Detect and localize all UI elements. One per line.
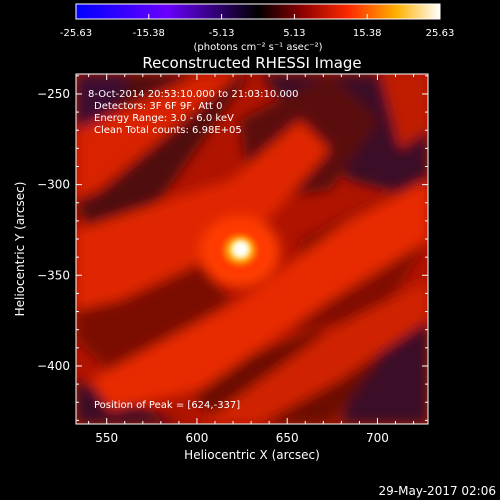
info-line: 8-Oct-2014 20:53:10.000 to 21:03:10.000	[88, 89, 299, 100]
x-tick-label: 550	[95, 431, 118, 445]
colorbar-tick-label: 15.38	[353, 28, 382, 39]
observation-info: 8-Oct-2014 20:53:10.000 to 21:03:10.000D…	[88, 89, 299, 136]
y-axis-ticks: −250 −300 −350 −400	[37, 75, 428, 421]
heatmap-image	[76, 74, 428, 424]
x-axis-ticks: 550 600 650 700	[88, 74, 415, 445]
info-line: Energy Range: 3.0 - 6.0 keV	[94, 113, 234, 124]
y-tick-label: −300	[37, 178, 70, 192]
colorbar-tick-label: -15.38	[133, 28, 165, 39]
chart-title: Reconstructed RHESSI Image	[142, 54, 361, 72]
colorbar-tick-label: -25.63	[60, 28, 92, 39]
colorbar-unit-label: (photons cm⁻² s⁻¹ asec⁻²)	[193, 42, 322, 53]
colorbar-tick-label: 25.63	[426, 28, 455, 39]
y-tick-label: −400	[37, 359, 70, 373]
date-stamp: 29-May-2017 02:06	[379, 484, 496, 498]
colorbar-tick-label: 5.13	[283, 28, 305, 39]
y-tick-label: −350	[37, 268, 70, 282]
info-line: Clean Total counts: 6.98E+05	[94, 125, 242, 136]
x-tick-label: 700	[366, 431, 389, 445]
colorbar-gradient	[75, 3, 441, 20]
y-tick-label: −250	[37, 87, 70, 101]
y-axis-label: Heliocentric Y (arcsec)	[13, 182, 27, 317]
x-tick-label: 650	[276, 431, 299, 445]
peak-position-label: Position of Peak = [624,-337]	[94, 400, 240, 411]
colorbar-tick-label: -5.13	[209, 28, 235, 39]
colorbar: -25.63 -15.38 -5.13 5.13 15.38 25.63 (photons…	[60, 3, 454, 53]
info-line: Detectors: 3F 6F 9F, Att 0	[94, 101, 222, 112]
x-tick-label: 600	[185, 431, 208, 445]
plot-frame	[75, 73, 429, 425]
colorbar-ticks: -25.63 -15.38 -5.13 5.13 15.38 25.63	[60, 14, 454, 39]
x-axis-label: Heliocentric X (arcsec)	[184, 448, 320, 462]
